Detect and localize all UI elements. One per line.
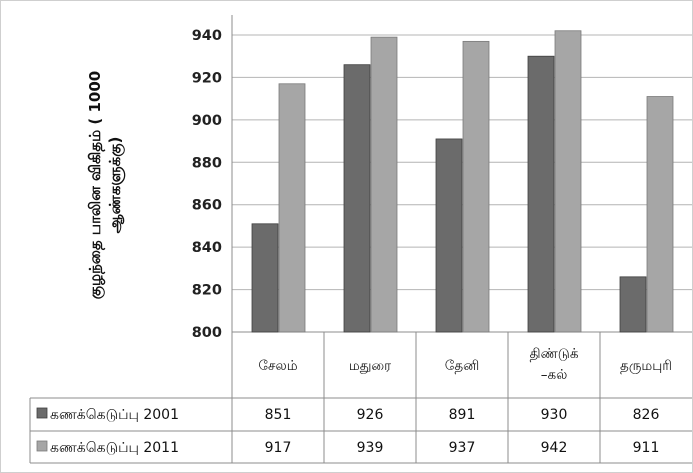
- y-tick-label: 840: [192, 240, 222, 256]
- data-table-value: 826: [633, 407, 660, 423]
- bar-s2: [278, 83, 306, 333]
- bar-s2: [370, 36, 398, 333]
- category-label: –கல்: [541, 367, 568, 383]
- data-table-value: 926: [357, 407, 384, 423]
- bar-s1: [435, 138, 463, 333]
- bar-s2: [646, 96, 674, 333]
- y-tick-label: 880: [192, 155, 222, 171]
- category-label: மதுரை: [349, 358, 392, 374]
- category-label: தேனி: [445, 358, 480, 374]
- y-tick-label: 920: [192, 70, 222, 86]
- y-tick-label: 900: [192, 113, 222, 129]
- category-label: திண்டுக்: [530, 346, 579, 362]
- data-table-value: 939: [357, 440, 384, 456]
- data-table-value: 851: [265, 407, 292, 423]
- bar-s2: [554, 30, 582, 333]
- bar-s1: [251, 223, 279, 333]
- y-tick-label: 820: [192, 283, 222, 299]
- bar-s1: [343, 64, 371, 333]
- data-table-value: 942: [541, 440, 568, 456]
- y-tick-label: 940: [192, 28, 222, 44]
- y-tick-label: 860: [192, 198, 222, 214]
- data-table-value: 911: [633, 440, 660, 456]
- bar-s2: [462, 40, 490, 333]
- data-table-value: 930: [541, 407, 568, 423]
- legend-label: கணக்கெடுப்பு 2001: [50, 407, 179, 423]
- data-table-value: 891: [449, 407, 476, 423]
- bar-s1: [527, 55, 555, 333]
- category-label: சேலம்: [258, 358, 297, 374]
- data-table-value: 917: [265, 440, 292, 456]
- legend-label: கணக்கெடுப்பு 2011: [50, 440, 179, 456]
- y-tick-label: 800: [192, 325, 222, 341]
- data-table-value: 937: [449, 440, 476, 456]
- bar-s1: [619, 276, 647, 333]
- legend-swatch: [36, 440, 48, 452]
- category-label: தருமபுரி: [620, 358, 672, 374]
- legend-swatch: [36, 407, 48, 419]
